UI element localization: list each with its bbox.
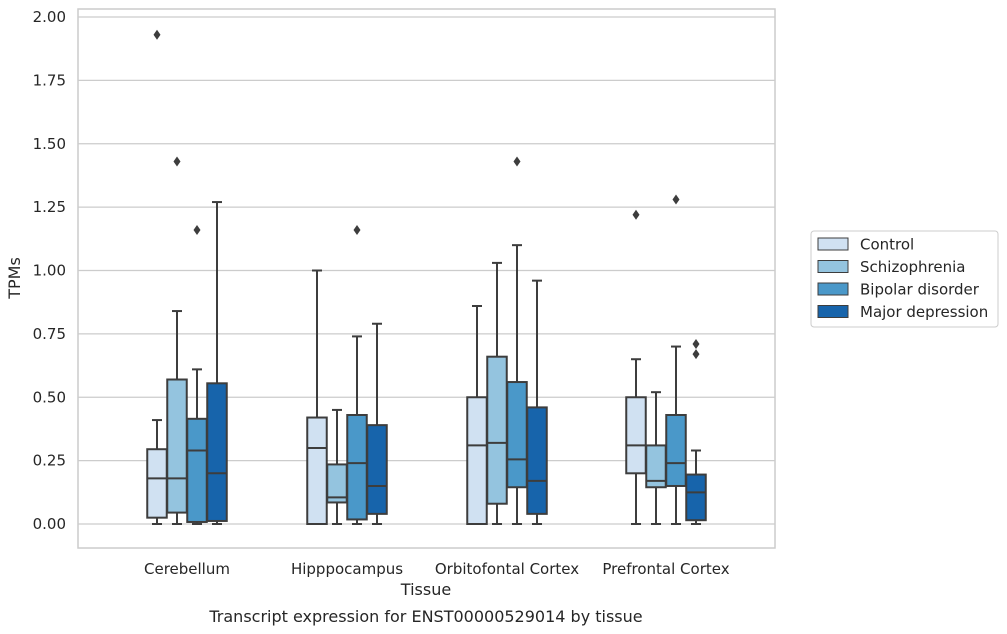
box-bipolar-disorder <box>506 156 528 525</box>
legend-label: Schizophrenia <box>860 258 965 276</box>
x-tick-label: Cerebellum <box>144 560 230 578</box>
outlier-marker <box>692 349 700 360</box>
y-tick-label: 0.75 <box>33 325 66 343</box>
box-control <box>625 209 647 525</box>
y-tick-label: 2.00 <box>33 8 66 26</box>
boxes <box>146 29 707 525</box>
outlier-marker <box>692 339 700 350</box>
iqr-box <box>506 381 528 489</box>
iqr-box <box>306 416 328 525</box>
box-major-depression <box>206 201 228 525</box>
legend-swatch <box>817 282 849 296</box>
box-bipolar-disorder <box>665 194 687 525</box>
legend-frame <box>810 230 999 328</box>
outlier-marker <box>632 209 640 220</box>
y-tick-label: 1.00 <box>33 262 66 280</box>
legend-label: Control <box>860 236 914 254</box>
outlier-marker <box>153 29 161 40</box>
box-major-depression <box>526 279 548 525</box>
iqr-box <box>625 396 647 475</box>
y-tick-label: 0.50 <box>33 388 66 406</box>
y-tick-label: 0.00 <box>33 515 66 533</box>
box-major-depression <box>366 322 388 525</box>
box-control <box>466 304 488 525</box>
iqr-box <box>526 406 548 515</box>
outlier-marker <box>672 194 680 205</box>
legend-entries: Control Schizophrenia Bipolar disorder Majo… <box>817 236 988 321</box>
iqr-box <box>166 378 188 514</box>
box-schizophrenia <box>166 156 188 525</box>
y-tick-label: 1.25 <box>33 198 66 216</box>
x-tick-label: Prefrontal Cortex <box>602 560 729 578</box>
legend-label: Major depression <box>860 303 988 321</box>
outlier-marker <box>353 224 361 235</box>
legend-swatch <box>817 237 849 251</box>
legend-label: Bipolar disorder <box>860 281 980 299</box>
iqr-box <box>346 413 368 521</box>
x-axis-label: Tissue <box>400 580 451 599</box>
box-schizophrenia <box>486 261 508 525</box>
iqr-box <box>665 413 687 487</box>
x-tick-labels: Cerebellum Hipppocampus Orbitofontal Corte… <box>144 560 730 578</box>
y-axis-label: TPMs <box>5 257 24 300</box>
iqr-box <box>206 382 228 522</box>
iqr-box <box>486 355 508 505</box>
iqr-box <box>466 396 488 525</box>
iqr-box <box>186 417 208 523</box>
x-tick-label: Hipppocampus <box>291 560 403 578</box>
y-tick-label: 1.75 <box>33 71 66 89</box>
outlier-marker <box>193 224 201 235</box>
plot-frame <box>77 8 776 549</box>
iqr-box <box>366 424 388 515</box>
box-bipolar-disorder <box>346 224 368 525</box>
box-schizophrenia <box>645 391 667 525</box>
y-tick-labels: 0.00 0.25 0.50 0.75 1.00 1.25 1.50 1.75 2.00 <box>33 8 66 533</box>
box-bipolar-disorder <box>186 224 208 525</box>
y-tick-label: 0.25 <box>33 452 66 470</box>
legend-swatch <box>817 260 849 273</box>
chart-title: Transcript expression for ENST0000052901… <box>208 607 642 626</box>
box-major-depression <box>685 339 707 525</box>
x-tick-label: Orbitofontal Cortex <box>435 560 579 578</box>
legend: Control Schizophrenia Bipolar disorder Majo… <box>810 230 999 328</box>
y-tick-label: 1.50 <box>33 135 66 153</box>
iqr-box <box>685 473 707 522</box>
iqr-box <box>146 448 168 519</box>
outlier-marker <box>513 156 521 167</box>
outlier-marker <box>173 156 181 167</box>
legend-swatch <box>817 305 849 318</box>
